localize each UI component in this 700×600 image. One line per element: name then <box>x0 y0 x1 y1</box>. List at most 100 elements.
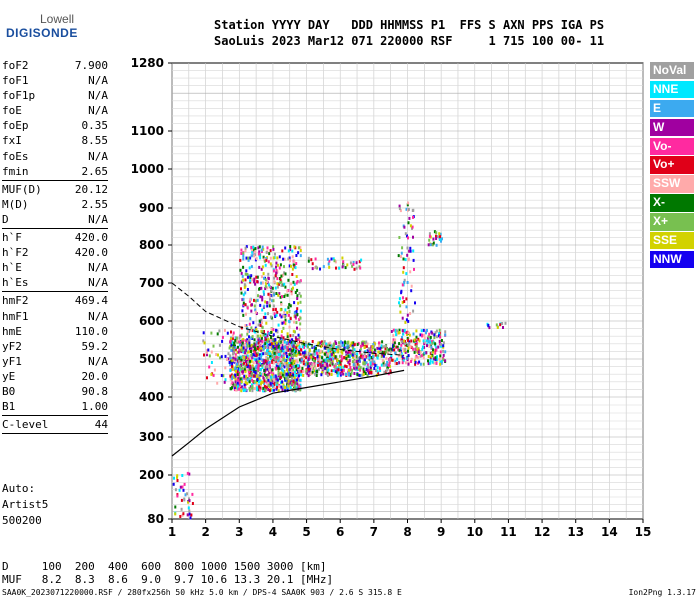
echo-point <box>235 384 238 388</box>
echo-point <box>234 346 237 350</box>
echo-point <box>232 356 235 360</box>
echo-point <box>282 358 285 362</box>
echo-point <box>439 350 442 354</box>
echo-point <box>403 280 406 284</box>
echo-point <box>377 350 380 354</box>
echo-point <box>423 336 426 340</box>
echo-point <box>406 333 408 336</box>
echo-point <box>314 347 317 350</box>
param-value: N/A <box>88 89 108 103</box>
echo-point <box>248 374 251 378</box>
echo-point <box>183 497 186 501</box>
header-values: SaoLuis 2023 Mar12 071 220000 RSF 1 715 … <box>214 34 605 48</box>
echo-point <box>259 386 262 390</box>
echo-point <box>291 343 294 347</box>
echo-point <box>292 344 295 348</box>
echo-point <box>442 349 445 353</box>
echo-point <box>340 359 343 363</box>
y-tick-label: 80 <box>147 512 164 526</box>
echo-point <box>253 280 256 284</box>
echo-point <box>290 282 293 286</box>
echo-point <box>352 346 355 350</box>
echo-point <box>356 362 359 366</box>
echo-point <box>236 369 239 373</box>
echo-point <box>275 384 278 387</box>
echo-point <box>292 373 294 377</box>
echo-point <box>269 249 272 253</box>
echo-point <box>328 355 331 359</box>
echo-point <box>337 371 340 375</box>
echo-point <box>247 350 250 354</box>
echo-point <box>336 368 339 372</box>
echo-point <box>331 347 334 351</box>
echo-point <box>341 357 344 361</box>
echo-point <box>345 373 347 376</box>
echo-point <box>398 348 401 352</box>
echo-point <box>285 377 288 381</box>
echo-point <box>268 375 271 379</box>
echo-point <box>428 238 431 242</box>
echo-point <box>345 345 348 349</box>
echo-point <box>353 351 356 355</box>
echo-point <box>290 289 293 293</box>
echo-point <box>434 331 437 335</box>
echo-point <box>405 297 408 301</box>
echo-point <box>311 370 314 374</box>
echo-point <box>388 363 390 367</box>
echo-point <box>315 265 318 269</box>
echo-point <box>191 502 194 505</box>
param-value: 420.0 <box>74 246 108 260</box>
echo-point <box>251 278 254 282</box>
echo-point <box>272 345 275 349</box>
echo-point <box>258 254 261 258</box>
echo-point <box>393 341 396 345</box>
echo-point <box>276 277 279 281</box>
echo-point <box>318 354 321 358</box>
echo-point <box>280 274 283 278</box>
echo-point <box>288 320 291 324</box>
echo-point <box>285 348 288 352</box>
echo-point <box>251 385 254 389</box>
echo-point <box>285 372 288 376</box>
echo-point <box>264 346 266 349</box>
echo-point <box>330 353 333 356</box>
echo-point <box>364 350 367 354</box>
echo-point <box>282 336 285 340</box>
echo-point <box>395 333 398 337</box>
echo-point <box>253 370 256 373</box>
echo-point <box>351 360 354 364</box>
echo-point <box>373 344 376 348</box>
echo-point <box>240 358 243 362</box>
echo-point <box>433 230 436 234</box>
echo-point <box>298 292 301 295</box>
echo-point <box>304 354 307 358</box>
echo-point <box>291 376 294 380</box>
echo-point <box>272 299 275 303</box>
echo-point <box>276 285 279 289</box>
echo-point <box>251 248 254 252</box>
y-tick-label: 200 <box>139 468 164 482</box>
echo-point <box>266 246 269 250</box>
param-value: N/A <box>88 309 108 323</box>
echo-point <box>407 207 410 211</box>
echo-point <box>329 363 332 367</box>
echo-point <box>273 383 275 386</box>
echo-point <box>243 356 246 360</box>
echo-point <box>227 357 230 361</box>
y-tick-label: 900 <box>139 201 164 215</box>
echo-point <box>242 297 245 301</box>
echo-point <box>258 348 261 352</box>
echo-point <box>428 232 431 236</box>
param-label: foF1p <box>2 89 36 103</box>
echo-point <box>410 339 413 343</box>
echo-point <box>342 263 345 267</box>
echo-point <box>223 328 226 332</box>
echo-point <box>325 359 328 363</box>
echo-point <box>407 349 409 353</box>
echo-point <box>237 359 240 363</box>
echo-point <box>263 292 265 296</box>
echo-point <box>248 368 251 372</box>
echo-point <box>326 362 329 366</box>
echo-point <box>435 348 438 352</box>
param-separator <box>2 179 108 181</box>
